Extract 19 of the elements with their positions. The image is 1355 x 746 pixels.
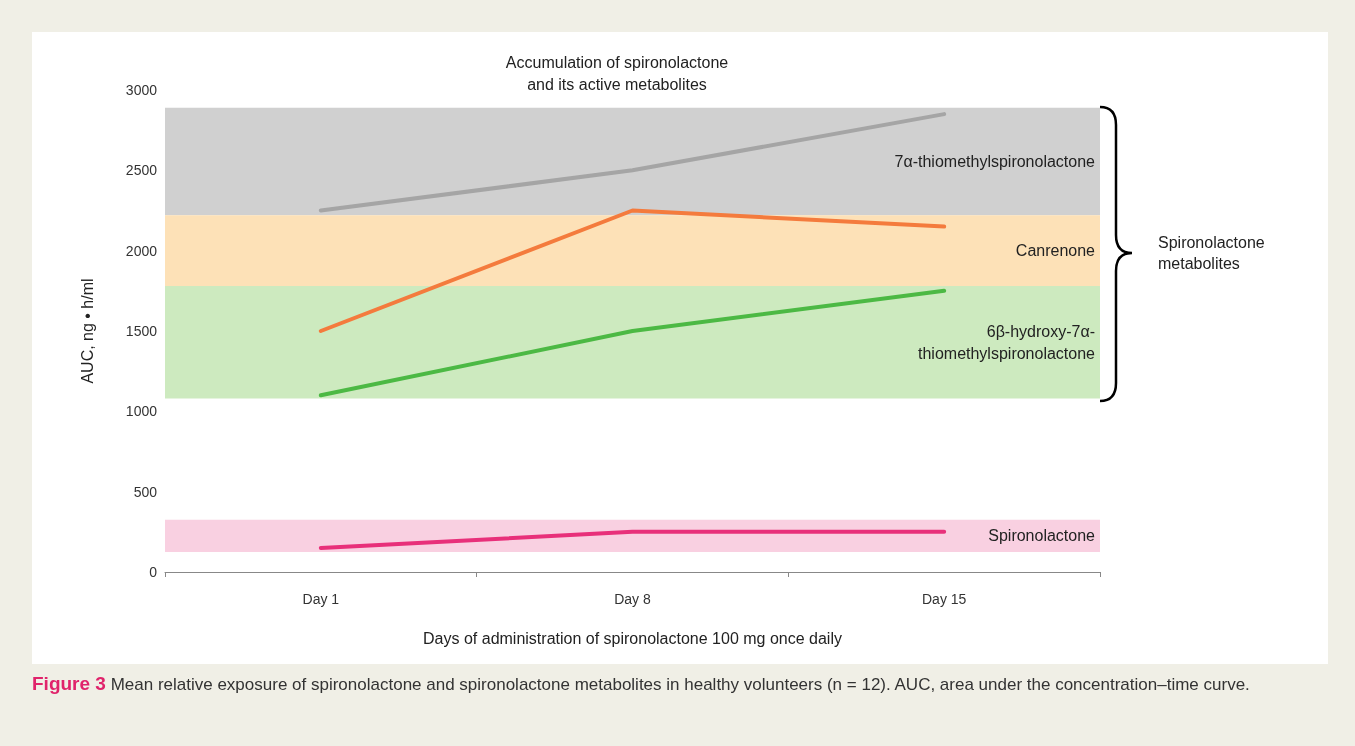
band-label: 6β-hydroxy-7α- thiomethylspironolactone (918, 322, 1096, 362)
y-tick-label: 3000 (125, 82, 158, 98)
y-tick-label: 2000 (125, 242, 158, 259)
y-tick-label: 1000 (125, 403, 158, 420)
band-label: Spironolactone (988, 527, 1096, 545)
x-tick-label: Day 15 (921, 591, 967, 607)
y-tick-label: 2500 (125, 162, 158, 179)
band-label: Canrenone (1015, 242, 1096, 260)
y-axis-title: AUC, ng • h/ml (78, 278, 96, 384)
caption: Figure 3 Mean relative exposure of spironolactone and spironolactone metabolites in healthy volunteers (n = 12). AUC, area under the concentration–time curve. (32, 672, 1251, 696)
x-tick-label: Day 1 (302, 591, 340, 607)
x-axis-title: Days of administration of spironolactone 100 mg once daily (423, 629, 842, 647)
x-tick-label: Day 8 (614, 591, 651, 607)
y-tick-label: 1500 (125, 323, 158, 339)
band-label: 7α-thiomethylspironolactone (894, 153, 1096, 170)
chart-title: Accumulation of spironolactone and its active metabolites (505, 53, 729, 93)
y-tick-label: 0 (149, 564, 158, 580)
text: Spironolactone metabolites (1158, 233, 1265, 274)
y-tick-label: 500 (133, 483, 158, 500)
